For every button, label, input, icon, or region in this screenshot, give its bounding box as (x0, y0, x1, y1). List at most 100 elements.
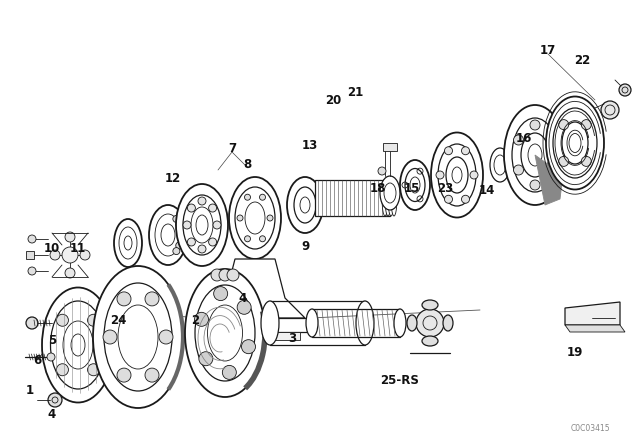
Circle shape (173, 215, 180, 222)
Circle shape (209, 204, 216, 212)
Ellipse shape (104, 283, 172, 391)
Bar (315, 180, 390, 216)
Polygon shape (205, 259, 305, 318)
Circle shape (619, 84, 631, 96)
Circle shape (177, 228, 184, 235)
Ellipse shape (391, 180, 397, 216)
Text: 5: 5 (48, 333, 56, 346)
Polygon shape (565, 325, 625, 332)
Bar (383, 143, 397, 151)
Text: 4: 4 (239, 292, 247, 305)
Circle shape (244, 194, 250, 200)
Circle shape (188, 204, 195, 212)
Ellipse shape (149, 205, 187, 265)
Circle shape (209, 238, 216, 246)
Circle shape (65, 232, 75, 242)
Ellipse shape (380, 176, 400, 210)
Circle shape (198, 197, 206, 205)
Ellipse shape (512, 118, 558, 192)
Circle shape (214, 287, 228, 301)
Text: 1: 1 (26, 383, 34, 396)
Ellipse shape (229, 177, 281, 259)
Circle shape (159, 330, 173, 344)
Circle shape (176, 242, 183, 249)
Circle shape (176, 221, 183, 228)
Ellipse shape (176, 184, 228, 266)
Text: 20: 20 (325, 94, 341, 107)
Ellipse shape (443, 315, 453, 331)
Circle shape (227, 269, 239, 281)
Circle shape (461, 147, 470, 155)
Ellipse shape (93, 266, 183, 408)
Circle shape (241, 340, 255, 353)
Circle shape (259, 194, 266, 200)
Circle shape (378, 167, 386, 175)
Ellipse shape (63, 321, 93, 369)
Circle shape (177, 235, 184, 242)
Circle shape (48, 393, 62, 407)
Circle shape (183, 221, 191, 229)
Text: 11: 11 (70, 241, 86, 254)
Text: 21: 21 (347, 86, 363, 99)
Circle shape (559, 120, 569, 129)
Circle shape (513, 165, 524, 175)
Ellipse shape (119, 227, 137, 259)
Text: C0C03415: C0C03415 (570, 423, 610, 432)
Ellipse shape (438, 144, 476, 206)
Circle shape (62, 247, 78, 263)
Circle shape (88, 364, 100, 376)
Circle shape (80, 250, 90, 260)
Circle shape (103, 330, 117, 344)
Circle shape (188, 238, 195, 246)
Ellipse shape (388, 180, 394, 216)
Circle shape (28, 267, 36, 275)
Text: 9: 9 (301, 240, 309, 253)
Circle shape (470, 171, 478, 179)
Circle shape (213, 221, 221, 229)
Circle shape (581, 120, 591, 129)
Circle shape (145, 292, 159, 306)
Circle shape (173, 248, 180, 254)
Text: 4: 4 (48, 409, 56, 422)
Text: 6: 6 (33, 353, 41, 366)
Circle shape (117, 368, 131, 382)
Circle shape (88, 314, 100, 326)
Circle shape (219, 269, 231, 281)
Ellipse shape (261, 301, 279, 345)
Ellipse shape (382, 180, 388, 216)
Text: 16: 16 (516, 132, 532, 145)
Ellipse shape (490, 148, 510, 182)
Circle shape (199, 352, 213, 366)
Text: 17: 17 (540, 43, 556, 56)
Polygon shape (535, 155, 563, 205)
Circle shape (26, 317, 38, 329)
Circle shape (416, 309, 444, 337)
Text: 10: 10 (44, 241, 60, 254)
Circle shape (547, 135, 556, 145)
Ellipse shape (287, 177, 323, 233)
Ellipse shape (42, 288, 114, 402)
Circle shape (267, 215, 273, 221)
Text: 14: 14 (479, 184, 495, 197)
Circle shape (530, 180, 540, 190)
Ellipse shape (422, 336, 438, 346)
Text: 8: 8 (243, 158, 251, 171)
Circle shape (581, 156, 591, 166)
Text: 15: 15 (404, 181, 420, 194)
Text: 24: 24 (110, 314, 126, 327)
Text: 25-RS: 25-RS (381, 374, 419, 387)
Circle shape (195, 312, 209, 326)
Text: 12: 12 (165, 172, 181, 185)
Polygon shape (565, 302, 620, 325)
Circle shape (248, 333, 262, 347)
Circle shape (50, 250, 60, 260)
Ellipse shape (51, 301, 106, 389)
Ellipse shape (553, 108, 597, 178)
Ellipse shape (195, 285, 255, 381)
Circle shape (445, 147, 452, 155)
Bar (210, 332, 300, 340)
Ellipse shape (422, 300, 438, 310)
Ellipse shape (114, 219, 142, 267)
Ellipse shape (356, 301, 374, 345)
Circle shape (198, 245, 206, 253)
